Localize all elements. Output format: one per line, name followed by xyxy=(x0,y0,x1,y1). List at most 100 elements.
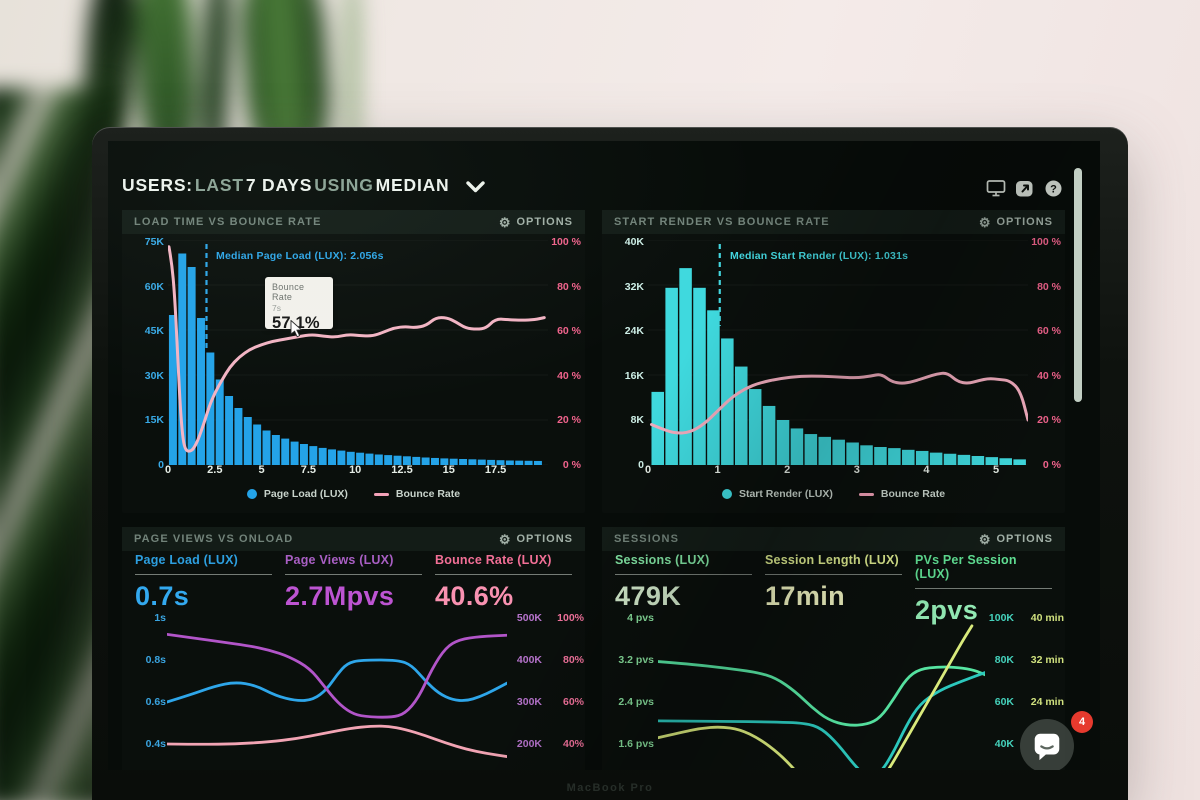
y-axis-left: 75K 60K 45K 30K 15K 0 xyxy=(124,210,164,513)
y-tick-pair: 60K 24 min xyxy=(994,696,1064,708)
load-time-histogram-chart[interactable] xyxy=(168,240,548,465)
panel-sessions: SESSIONS ⚙ OPTIONS Sessions (LUX) 479K xyxy=(602,527,1065,770)
metric-label: Page Views (LUX) xyxy=(285,553,394,567)
y-tick-pair: 100K 40 min xyxy=(988,612,1064,624)
median-annotation: Median Start Render (LUX): 1.031s xyxy=(730,250,909,262)
x-tick: 5 xyxy=(258,464,265,476)
y-tick: 32K xyxy=(624,280,644,293)
page-views-line-chart[interactable] xyxy=(167,612,507,768)
metric: Sessions (LUX) 479K xyxy=(615,553,752,626)
metric-label: PVs Per Session (LUX) xyxy=(915,553,1017,581)
panel-title: SESSIONS xyxy=(614,533,680,545)
panel-header: START RENDER VS BOUNCE RATE ⚙ OPTIONS xyxy=(602,210,1065,234)
options-button[interactable]: ⚙ OPTIONS xyxy=(498,214,573,230)
x-tick: 15 xyxy=(442,464,455,476)
y-tick: 0.6s xyxy=(145,696,166,708)
y-tick: 2.4 pvs xyxy=(618,696,654,708)
y-tick: 8K xyxy=(630,414,644,427)
scrollbar-thumb[interactable] xyxy=(1074,168,1082,402)
notification-badge: 4 xyxy=(1071,711,1093,733)
y-tick: 15K xyxy=(144,414,164,427)
legend-item[interactable]: Bounce Rate xyxy=(373,488,460,500)
panel-header: LOAD TIME VS BOUNCE RATE ⚙ OPTIONS xyxy=(122,210,585,234)
y-tick: 0 xyxy=(158,459,164,471)
metric-value: 0.7s xyxy=(135,581,190,611)
y-tick: 100 % xyxy=(551,236,581,248)
sessions-line-chart[interactable] xyxy=(658,612,985,768)
y-tick: 24K xyxy=(624,325,644,338)
y-tick: 16K xyxy=(624,369,644,382)
title-segment: LAST xyxy=(194,175,244,195)
users-range-dropdown[interactable]: USERS: LAST 7 DAYS USING MEDIAN xyxy=(122,175,485,196)
metric-value: 479K xyxy=(615,581,682,611)
gear-icon: ⚙ xyxy=(978,214,992,230)
display-icon[interactable] xyxy=(986,179,1006,198)
metric-label: Bounce Rate (LUX) xyxy=(435,553,552,567)
legend-marker-icon xyxy=(858,492,874,496)
panel-header: SESSIONS ⚙ OPTIONS xyxy=(602,527,1065,551)
y-tick: 40K xyxy=(624,236,644,248)
metric-label: Page Load (LUX) xyxy=(135,553,239,567)
title-segment: MEDIAN xyxy=(375,175,450,195)
x-tick: 2 xyxy=(784,464,791,476)
y-tick: 80 % xyxy=(1037,280,1061,293)
title-segment: USERS: xyxy=(122,175,193,195)
share-icon[interactable] xyxy=(1015,179,1035,198)
y-axis-right: 100 % 80 % 60 % 40 % 20 % 0 % xyxy=(1017,210,1061,513)
x-tick: 7.5 xyxy=(300,464,317,476)
y-tick-pair: 80K 32 min xyxy=(994,654,1064,666)
metric: PVs Per Session (LUX) 2pvs xyxy=(915,553,1052,626)
y-tick-pair: 200K 40% xyxy=(516,738,584,750)
legend-item[interactable]: Page Load (LUX) xyxy=(246,488,348,500)
panel-page-views-vs-onload: PAGE VIEWS VS ONLOAD ⚙ OPTIONS Page Load… xyxy=(122,527,585,770)
metric: Session Length (LUX) 17min xyxy=(765,553,902,626)
x-tick: 10 xyxy=(349,464,362,476)
page-title: USERS: LAST 7 DAYS USING MEDIAN xyxy=(122,175,452,196)
legend-item[interactable]: Start Render (LUX) xyxy=(721,488,833,500)
y-axis-right: 100 % 80 % 60 % 40 % 20 % 0 % xyxy=(537,210,581,513)
x-tick: 2.5 xyxy=(207,464,223,476)
metric-underline xyxy=(765,574,902,575)
metric-underline xyxy=(615,574,752,575)
legend-item[interactable]: Bounce Rate xyxy=(858,488,945,500)
y-tick: 0 % xyxy=(1042,459,1061,471)
legend-label: Page Load (LUX) xyxy=(263,488,348,500)
gear-icon: ⚙ xyxy=(978,531,992,547)
x-tick: 5 xyxy=(992,464,1000,476)
y-tick: 100 % xyxy=(1031,236,1061,248)
y-tick: 75K xyxy=(144,236,164,248)
chart-tooltip: Bounce Rate 7s 57.1% xyxy=(265,277,333,332)
legend-marker-icon xyxy=(373,492,389,496)
start-render-histogram-chart[interactable] xyxy=(648,240,1028,465)
panel-start-render-vs-bounce-rate: START RENDER VS BOUNCE RATE ⚙ OPTIONS 40… xyxy=(602,210,1065,513)
y-tick: 0.8s xyxy=(145,654,166,666)
y-tick: 30K xyxy=(144,369,164,382)
legend-marker-icon xyxy=(246,489,257,499)
help-icon[interactable]: ? xyxy=(1044,179,1064,198)
x-tick: 3 xyxy=(853,464,860,476)
metric-label: Sessions (LUX) xyxy=(615,553,710,567)
svg-text:?: ? xyxy=(1050,183,1057,195)
metric-underline xyxy=(435,574,572,575)
gear-icon: ⚙ xyxy=(498,214,512,230)
x-tick: 0 xyxy=(164,464,172,476)
panel-title: PAGE VIEWS VS ONLOAD xyxy=(134,533,294,545)
title-segment: 7 DAYS xyxy=(245,175,313,195)
x-tick: 4 xyxy=(923,464,930,476)
options-button[interactable]: ⚙ OPTIONS xyxy=(978,531,1053,547)
metrics-row: Page Load (LUX) 0.7s Page Views (LUX) 2.… xyxy=(122,553,585,612)
metric-value: 2.7Mpvs xyxy=(285,581,395,611)
options-button[interactable]: ⚙ OPTIONS xyxy=(498,531,573,547)
tooltip-subtitle: 7s xyxy=(272,303,281,313)
y-tick: 20 % xyxy=(557,414,581,427)
metrics-row: Sessions (LUX) 479K Session Length (LUX)… xyxy=(602,553,1065,626)
panel-header: PAGE VIEWS VS ONLOAD ⚙ OPTIONS xyxy=(122,527,585,551)
options-button[interactable]: ⚙ OPTIONS xyxy=(978,214,1053,230)
chat-widget-button[interactable]: 4 xyxy=(1020,711,1093,770)
y-tick: 40 % xyxy=(1037,369,1061,382)
chevron-down-icon xyxy=(465,180,485,193)
y-tick: 20 % xyxy=(1037,414,1061,427)
metric-underline xyxy=(915,588,1052,589)
panel-title: START RENDER VS BOUNCE RATE xyxy=(614,216,830,228)
